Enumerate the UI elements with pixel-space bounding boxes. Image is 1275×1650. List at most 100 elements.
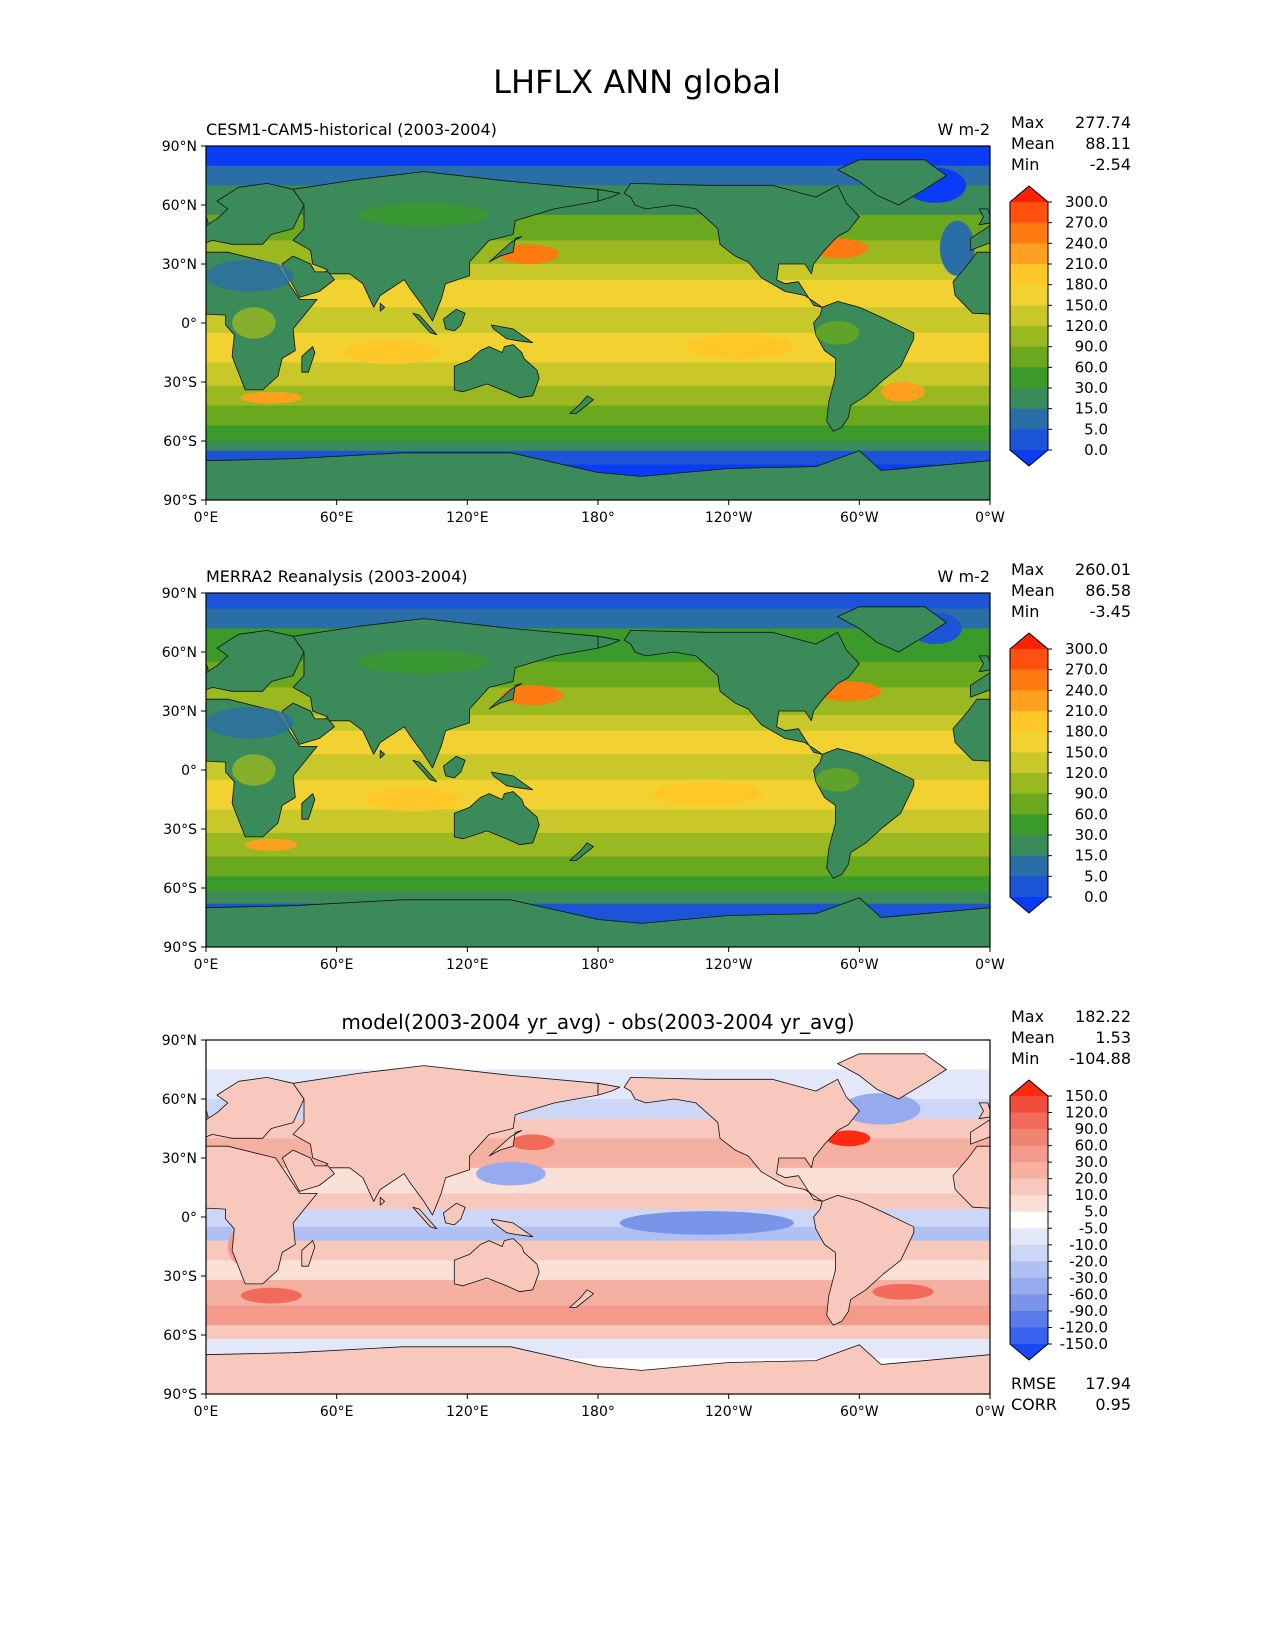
- stat-value: 88.11: [1085, 134, 1131, 153]
- lat-tick-label: 60°N: [162, 198, 197, 214]
- field-feature: [502, 685, 564, 706]
- colorbar-segment: [1010, 1211, 1048, 1229]
- colorbar-label: 10.0: [1075, 1186, 1108, 1204]
- field-feature: [841, 1093, 921, 1125]
- field-band: [206, 279, 990, 308]
- field-feature: [510, 1134, 555, 1151]
- colorbar-segment: [1010, 346, 1048, 368]
- panel-title: CESM1-CAM5-historical (2003-2004): [206, 120, 497, 139]
- colorbar-segment: [1010, 1129, 1048, 1147]
- coastline-japan: [488, 683, 523, 710]
- coastline-antarctica: [206, 450, 990, 500]
- coastline-australia: [453, 344, 540, 399]
- lon-tick-label: 0°W: [975, 1404, 1005, 1420]
- footer-stat-label: RMSE: [1011, 1374, 1056, 1393]
- colorbar: 150.0120.090.060.030.020.010.05.0-5.0-10…: [1009, 1079, 1108, 1361]
- stat-label: Max: [1011, 560, 1044, 579]
- colorbar-label: 90.0: [1075, 338, 1108, 356]
- lat-tick-label: 30°N: [162, 1151, 197, 1167]
- stat-label: Min: [1011, 155, 1039, 174]
- colorbar-label: -30.0: [1069, 1269, 1108, 1287]
- lat-tick-label: 60°S: [163, 1328, 197, 1344]
- stat-label: Max: [1011, 113, 1044, 132]
- lat-tick-label: 0°: [181, 316, 197, 332]
- colorbar-segment: [1010, 752, 1048, 774]
- lon-tick-label: 120°W: [705, 957, 753, 973]
- colorbar-segment: [1010, 711, 1048, 733]
- panel-3: 90°N 60°N 30°N 0° 30°S 60°S 90°S0°E 60°E 120°E 18…: [162, 1007, 1131, 1420]
- coastline-sumatra: [412, 312, 438, 336]
- colorbar-label: 300.0: [1065, 193, 1108, 211]
- field-feature: [881, 382, 925, 402]
- colorbar-segment: [1010, 1310, 1048, 1329]
- lat-tick-label: 0°: [181, 763, 197, 779]
- stat-value: -104.88: [1069, 1049, 1131, 1068]
- field-band: [206, 1209, 990, 1228]
- lon-tick-label: 0°W: [975, 957, 1005, 973]
- field-band: [206, 876, 990, 893]
- colorbar-label: 240.0: [1065, 681, 1108, 699]
- coastline-japan: [488, 1130, 523, 1157]
- field-feature: [358, 203, 490, 227]
- colorbar-segment: [1010, 1294, 1048, 1312]
- lat-tick-label: 30°S: [163, 375, 197, 391]
- coastline-africa: [206, 698, 990, 838]
- coastline-madagascar: [301, 346, 316, 373]
- coastline-north-america: [623, 630, 860, 755]
- field-feature: [358, 650, 490, 674]
- colorbar-extend-max: [1010, 633, 1048, 649]
- field-band: [206, 1260, 990, 1281]
- colorbar-segment: [1010, 793, 1048, 815]
- colorbar-extend-max: [1010, 1080, 1048, 1096]
- colorbar-label: -90.0: [1069, 1302, 1108, 1320]
- stat-value: 277.74: [1075, 113, 1131, 132]
- colorbar-label: 150.0: [1065, 1087, 1108, 1105]
- colorbar-label: -150.0: [1060, 1335, 1108, 1353]
- colorbar-segment: [1010, 1195, 1048, 1213]
- coastline-greenland: [837, 159, 947, 206]
- colorbar-extend-min: [1010, 897, 1048, 913]
- field-band: [206, 385, 990, 407]
- colorbar-segment: [1010, 222, 1048, 244]
- stat-value: -2.54: [1090, 155, 1131, 174]
- lon-tick-label: 120°E: [446, 510, 489, 526]
- colorbar-label: 240.0: [1065, 234, 1108, 252]
- colorbar-segment: [1010, 835, 1048, 857]
- field-band: [206, 1325, 990, 1340]
- lat-tick-label: 30°N: [162, 257, 197, 273]
- coastline-north-america: [623, 183, 860, 308]
- colorbar-segment: [1010, 1096, 1048, 1114]
- colorbar-segment: [1010, 1244, 1048, 1262]
- colorbar: 300.0 270.0 240.0 210.0 180.0 150.0 120.0 90.0 6…: [1009, 185, 1108, 467]
- coastline-europe: [206, 1077, 990, 1145]
- colorbar-label: 180.0: [1065, 723, 1108, 741]
- field-band: [206, 1226, 990, 1242]
- coastline-arabia: [281, 255, 335, 298]
- field-band: [206, 730, 990, 755]
- colorbar-label: 20.0: [1075, 1170, 1108, 1188]
- colorbar-segment: [1010, 814, 1048, 836]
- field-band: [206, 441, 990, 452]
- colorbar-label: 30.0: [1075, 379, 1108, 397]
- coastline-new-zealand: [569, 842, 594, 861]
- field-feature: [206, 707, 294, 739]
- coastline-borneo: [443, 1202, 466, 1226]
- coastline-new-zealand: [569, 395, 594, 414]
- field-band: [206, 146, 990, 167]
- stat-label: Mean: [1011, 1028, 1055, 1047]
- coastline-new-zealand: [569, 1289, 594, 1308]
- colorbar-label: -5.0: [1079, 1219, 1108, 1237]
- colorbar-label: 90.0: [1075, 1120, 1108, 1138]
- lat-tick-label: 0°: [181, 1210, 197, 1226]
- panel-title: model(2003-2004 yr_avg) - obs(2003-2004 …: [341, 1010, 854, 1034]
- coastline-new-guinea: [490, 771, 534, 791]
- lon-tick-label: 0°E: [194, 957, 219, 973]
- map-field: [206, 1040, 990, 1394]
- coastline-japan: [488, 236, 523, 263]
- colorbar-label: 60.0: [1075, 1137, 1108, 1155]
- field-band: [206, 1193, 990, 1210]
- coastline-antarctica: [206, 897, 990, 947]
- colorbar-segment: [1010, 1277, 1048, 1295]
- field-feature: [364, 787, 461, 812]
- colorbar-label: 210.0: [1065, 702, 1108, 720]
